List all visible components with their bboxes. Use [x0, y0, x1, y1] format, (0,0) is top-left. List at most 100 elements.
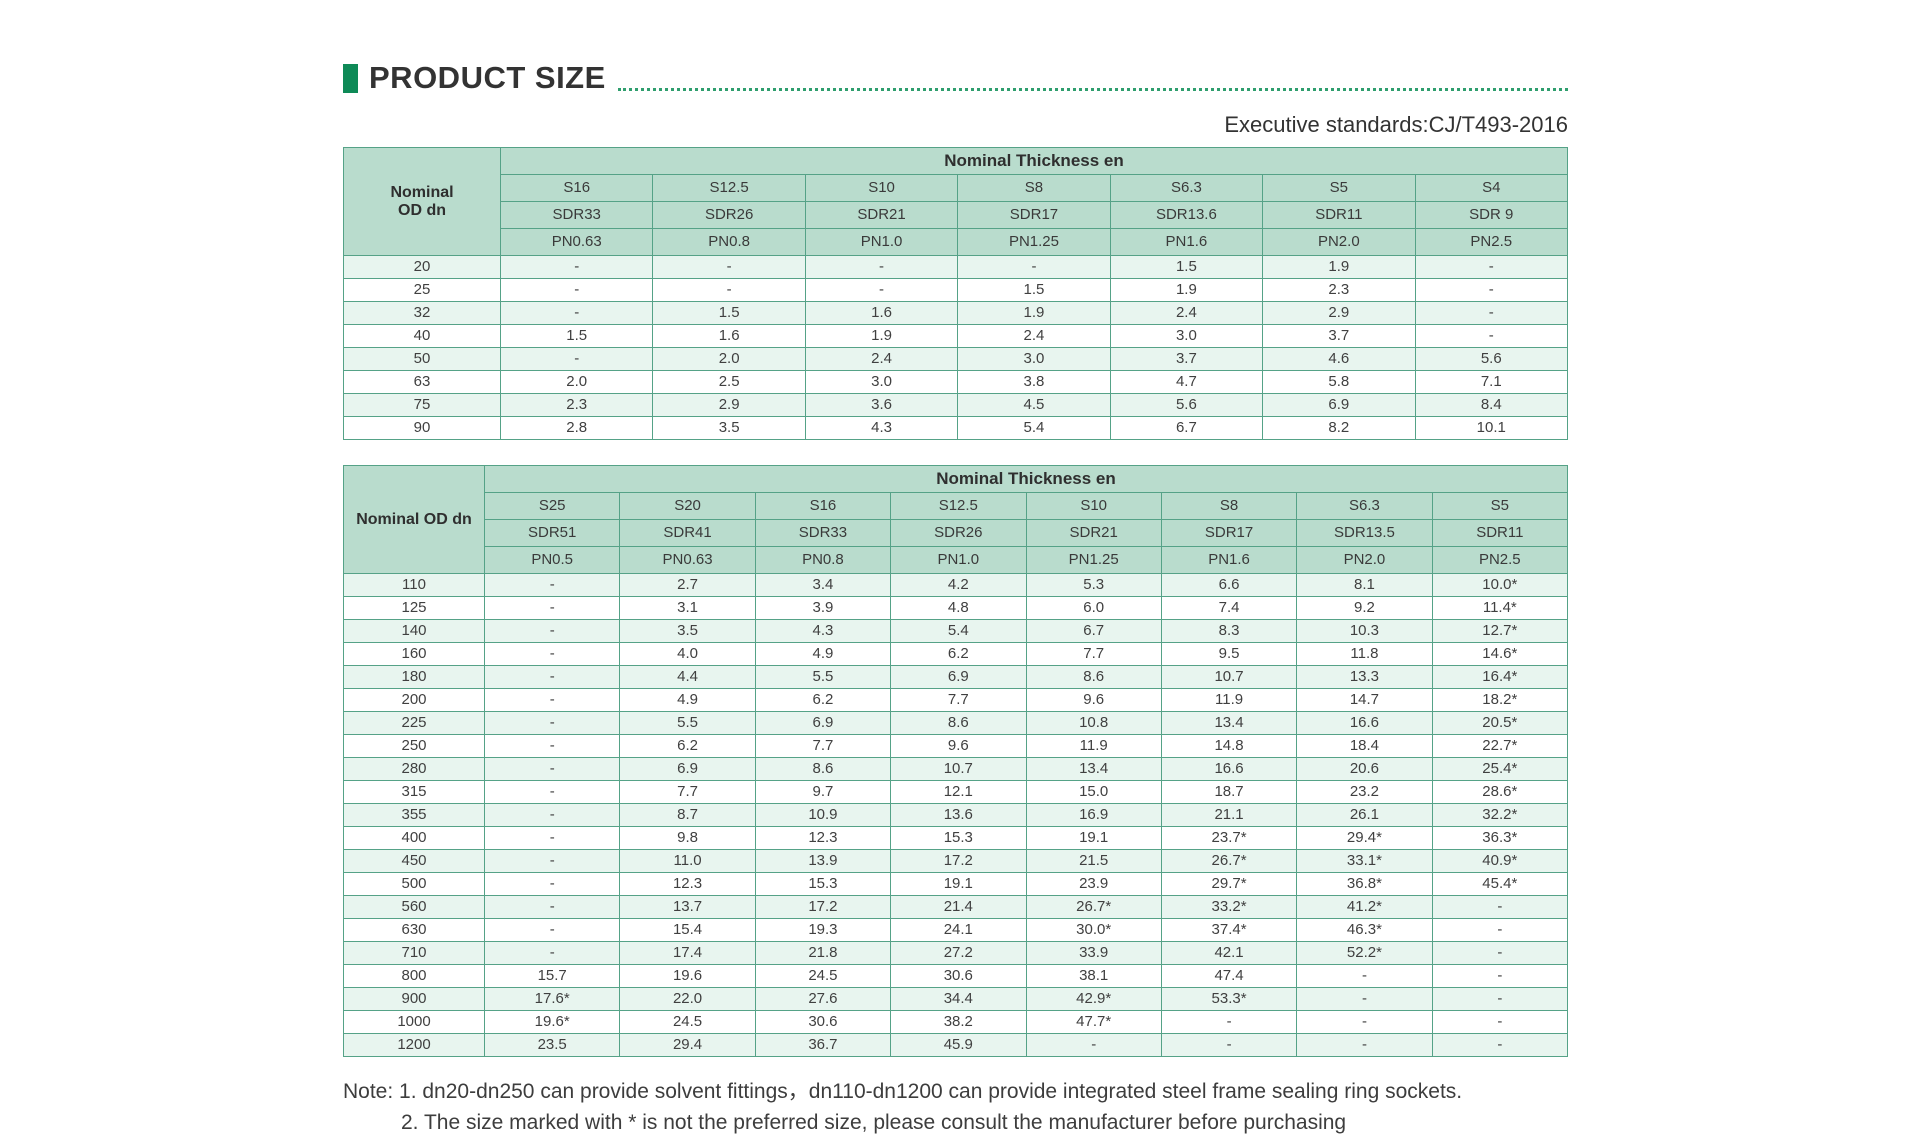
thickness-value-cell: 3.0 — [804, 370, 959, 394]
thickness-value-cell: 15.4 — [619, 918, 756, 942]
thickness-value-cell: 21.8 — [754, 941, 892, 965]
table-row: 1000 19.6* 24.5 30.6 38.2 47.7* - - - — [343, 1010, 1569, 1034]
thickness-value-cell: 3.6 — [804, 393, 959, 417]
thickness-value-cell: - — [499, 255, 654, 279]
thickness-value-cell: 10.7 — [1160, 665, 1298, 689]
note-line-1: Note: 1. dn20-dn250 can provide solvent … — [343, 1080, 1463, 1103]
thickness-value-cell: 6.6 — [1160, 573, 1298, 597]
table-row: 125-3.1 3.9 4.8 6.0 7.4 9.2 11.4* — [343, 596, 1569, 620]
thickness-value-cell: 5.5 — [619, 711, 756, 735]
thickness-value-cell: - — [1414, 278, 1569, 302]
pn-header-cell: PN0.63 — [619, 546, 756, 574]
thickness-value-cell: 4.7 — [1109, 370, 1264, 394]
thickness-value-cell: 6.9 — [619, 757, 756, 781]
thickness-value-cell: 10.0* — [1431, 573, 1569, 597]
thickness-value-cell: - — [483, 665, 621, 689]
thickness-value-cell: - — [483, 872, 621, 896]
thickness-value-cell: - — [483, 895, 621, 919]
thickness-value-cell: 19.6 — [619, 964, 756, 988]
thickness-value-cell: 30.0* — [1025, 918, 1162, 942]
thickness-value-cell: 16.4* — [1431, 665, 1569, 689]
thickness-value-cell: - — [499, 301, 654, 325]
sdr-header-cell: SDR11 — [1262, 201, 1416, 229]
thickness-value-cell: 20.5* — [1431, 711, 1569, 735]
thickness-value-cell: 46.3* — [1296, 918, 1433, 942]
thickness-value-cell: 40.9* — [1431, 849, 1569, 873]
thickness-value-cell: 1.9 — [1109, 278, 1264, 302]
title-dotted-rule — [617, 88, 1568, 91]
series-header-cell: S4 — [1414, 174, 1569, 202]
thickness-value-cell: 47.4 — [1160, 964, 1298, 988]
thickness-value-cell: - — [1296, 1033, 1433, 1057]
thickness-value-cell: 5.4 — [957, 416, 1111, 440]
table-row: 200-4.9 6.2 7.7 9.6 11.9 14.7 18.2* — [343, 688, 1569, 712]
series-header-cell: S5 — [1262, 174, 1416, 202]
table-row: 280-6.9 8.6 10.7 13.4 16.6 20.6 25.4* — [343, 757, 1569, 781]
dn-cell: 32 — [343, 301, 501, 325]
thickness-value-cell: - — [483, 688, 621, 712]
series-header-cell: S12.5 — [890, 492, 1027, 520]
thickness-value-cell: 8.6 — [754, 757, 892, 781]
pn-header-cell: PN0.5 — [483, 546, 621, 574]
thickness-value-cell: 23.2 — [1296, 780, 1433, 804]
thickness-value-cell: 5.5 — [754, 665, 892, 689]
table-row: 1200 23.5 29.4 36.7 45.9- - - - — [343, 1033, 1569, 1057]
table-row: 710-17.4 21.8 27.2 33.9 42.1 52.2* - — [343, 941, 1569, 965]
dn-cell: 160 — [343, 642, 485, 666]
series-header-cell: S6.3 — [1296, 492, 1433, 520]
thickness-value-cell: 41.2* — [1296, 895, 1433, 919]
thickness-value-cell: - — [483, 596, 621, 620]
thickness-value-cell: - — [1431, 1010, 1569, 1034]
table-row: 50-2.0 2.4 3.0 3.7 4.6 5.6 — [343, 347, 1569, 371]
thickness-value-cell: 9.6 — [1025, 688, 1162, 712]
thickness-value-cell: 24.5 — [754, 964, 892, 988]
thickness-value-cell: 11.9 — [1160, 688, 1298, 712]
product-size-table-small-dn: Nominal OD dn Nominal Thickness en S16 S12.… — [343, 147, 1569, 440]
thickness-value-cell: - — [1431, 895, 1569, 919]
pn-header-cell: PN0.63 — [499, 228, 654, 256]
thickness-value-cell: 4.9 — [754, 642, 892, 666]
thickness-value-cell: - — [483, 711, 621, 735]
pn-header-cell: PN2.5 — [1414, 228, 1569, 256]
page-content: PRODUCT SIZE Executive standards:CJ/T493… — [343, 0, 1569, 1134]
thickness-value-cell: 7.1 — [1414, 370, 1569, 394]
thickness-value-cell: 10.3 — [1296, 619, 1433, 643]
thickness-value-cell: 6.0 — [1025, 596, 1162, 620]
thickness-value-cell: 10.9 — [754, 803, 892, 827]
thickness-value-cell: 29.4* — [1296, 826, 1433, 850]
sdr-header-cell: SDR13.5 — [1296, 519, 1433, 547]
table-row: 63 2.0 2.5 3.0 3.8 4.7 5.8 7.1 — [343, 370, 1569, 394]
thickness-value-cell: 11.8 — [1296, 642, 1433, 666]
dn-cell: 63 — [343, 370, 501, 394]
thickness-value-cell: 11.4* — [1431, 596, 1569, 620]
thickness-value-cell: 19.6* — [483, 1010, 621, 1034]
thickness-value-cell: 4.8 — [890, 596, 1027, 620]
thickness-value-cell: 5.4 — [890, 619, 1027, 643]
dn-cell: 40 — [343, 324, 501, 348]
sdr-header-cell: SDR26 — [890, 519, 1027, 547]
thickness-value-cell: 53.3* — [1160, 987, 1298, 1011]
dn-cell: 630 — [343, 918, 485, 942]
thickness-value-cell: 5.8 — [1262, 370, 1416, 394]
dn-cell: 75 — [343, 393, 501, 417]
thickness-value-cell: 10.8 — [1025, 711, 1162, 735]
product-size-table-large-dn: Nominal OD dn Nominal Thickness en S25 S20 S… — [343, 465, 1569, 1057]
thickness-value-cell: - — [1431, 1033, 1569, 1057]
thickness-value-cell: 3.5 — [619, 619, 756, 643]
series-header-cell: S12.5 — [652, 174, 806, 202]
thickness-value-cell: 2.8 — [499, 416, 654, 440]
thickness-value-cell: 8.6 — [1025, 665, 1162, 689]
thickness-value-cell: 5.6 — [1414, 347, 1569, 371]
thickness-value-cell: 6.2 — [619, 734, 756, 758]
dn-cell: 125 — [343, 596, 485, 620]
thickness-value-cell: 17.4 — [619, 941, 756, 965]
thickness-value-cell: 28.6* — [1431, 780, 1569, 804]
series-header-cell: S16 — [499, 174, 654, 202]
thickness-value-cell: 3.1 — [619, 596, 756, 620]
thickness-value-cell: 3.9 — [754, 596, 892, 620]
table-row: 225-5.5 6.9 8.6 10.8 13.4 16.6 20.5* — [343, 711, 1569, 735]
thickness-value-cell: 13.9 — [754, 849, 892, 873]
thickness-value-cell: 6.9 — [1262, 393, 1416, 417]
thickness-value-cell: 1.5 — [652, 301, 806, 325]
series-header-cell: S10 — [1025, 492, 1162, 520]
